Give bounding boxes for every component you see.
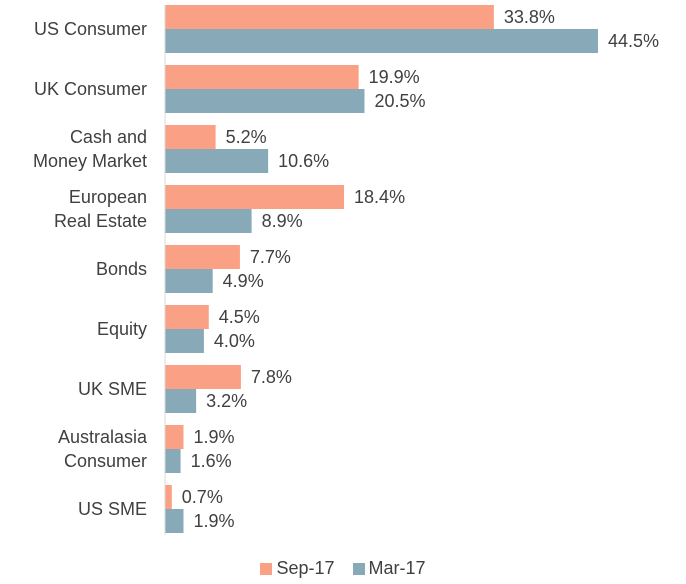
category-label: European Real Estate [53, 187, 147, 231]
value-label: 7.7% [250, 247, 291, 267]
bar [165, 365, 241, 389]
value-label: 3.2% [206, 391, 247, 411]
legend-swatch [352, 562, 365, 575]
category-label: UK Consumer [33, 79, 147, 99]
bar [165, 29, 598, 53]
value-label: 4.9% [223, 271, 264, 291]
category-label: Bonds [95, 259, 147, 279]
value-label: 1.6% [191, 451, 232, 471]
value-label: 1.9% [193, 511, 234, 531]
value-label: 0.7% [182, 487, 223, 507]
category-label: Cash and Money Market [32, 127, 147, 171]
value-label: 20.5% [374, 91, 425, 111]
legend-label: Mar-17 [368, 558, 426, 578]
category-label: Equity [96, 319, 147, 339]
legend-item: Mar-17 [352, 558, 426, 579]
bar [165, 509, 184, 533]
value-label: 18.4% [354, 187, 405, 207]
value-label: 44.5% [608, 31, 659, 51]
value-label: 4.0% [214, 331, 255, 351]
category-label: UK SME [77, 379, 147, 399]
category-label: Australasia Consumer [57, 427, 147, 471]
category-label: US Consumer [33, 19, 147, 39]
bar [165, 5, 494, 29]
value-label: 1.9% [193, 427, 234, 447]
legend-swatch [260, 562, 273, 575]
bar [165, 329, 204, 353]
bar [165, 305, 209, 329]
bar [165, 389, 197, 413]
legend-item: Sep-17 [260, 558, 335, 579]
bar [165, 485, 172, 509]
value-label: 33.8% [504, 7, 555, 27]
bar [165, 65, 359, 89]
legend: Sep-17 Mar-17 [0, 558, 686, 579]
bar [165, 185, 345, 209]
bar [165, 125, 216, 149]
value-label: 4.5% [219, 307, 260, 327]
bar [165, 149, 269, 173]
bar [165, 449, 181, 473]
bar [165, 245, 240, 269]
bar [165, 89, 365, 113]
value-label: 7.8% [251, 367, 292, 387]
value-label: 19.9% [369, 67, 420, 87]
legend-label: Sep-17 [276, 558, 335, 578]
category-label: US SME [77, 499, 147, 519]
value-label: 10.6% [278, 151, 329, 171]
bar [165, 209, 252, 233]
bar [165, 269, 213, 293]
value-label: 8.9% [262, 211, 303, 231]
bar [165, 425, 184, 449]
value-label: 5.2% [226, 127, 267, 147]
